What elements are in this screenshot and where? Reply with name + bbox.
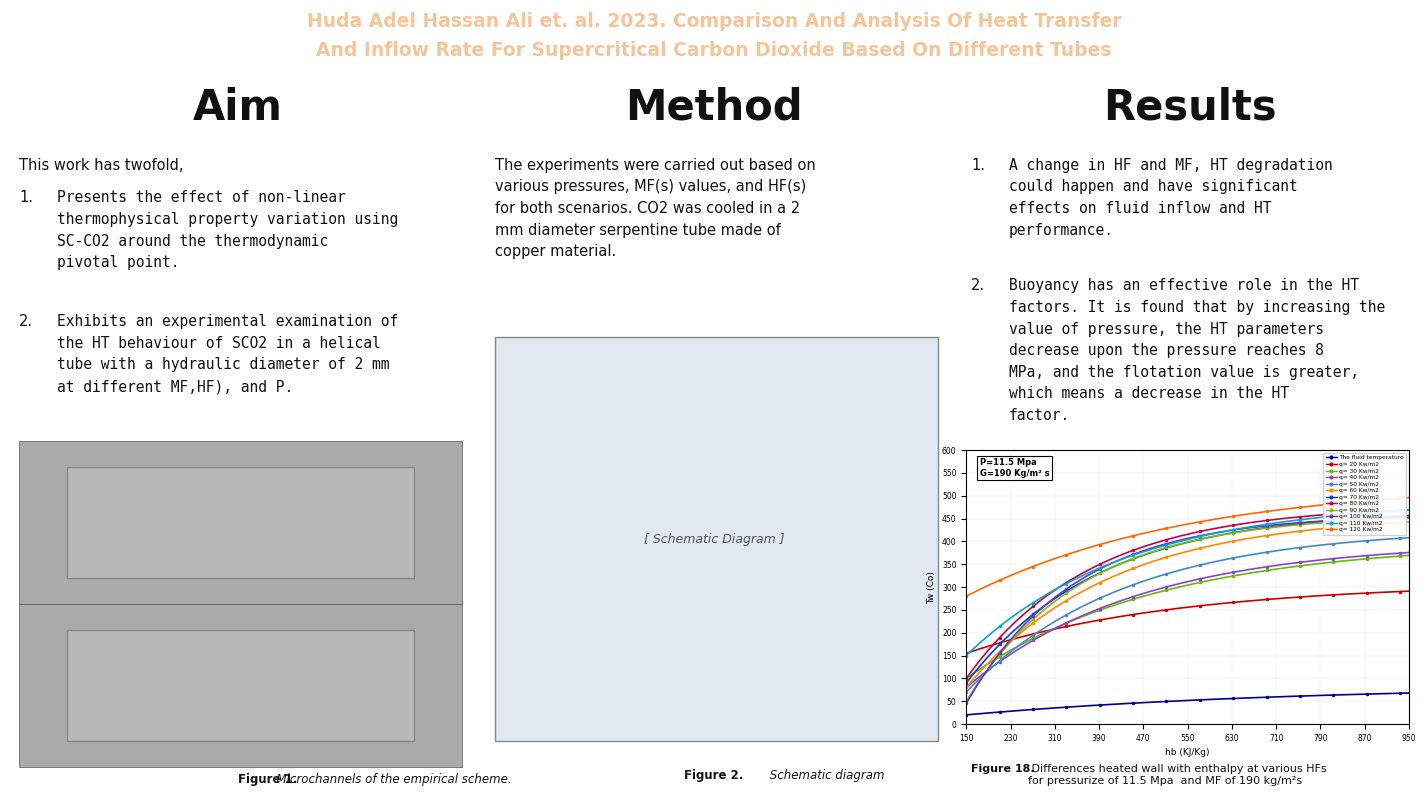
Text: 1.: 1. xyxy=(19,190,33,206)
Text: Figure 2.: Figure 2. xyxy=(684,769,744,782)
Text: Figure 18.: Figure 18. xyxy=(971,764,1035,774)
FancyBboxPatch shape xyxy=(19,442,461,605)
Text: And Inflow Rate For Supercritical Carbon Dioxide Based On Different Tubes: And Inflow Rate For Supercritical Carbon… xyxy=(316,42,1112,61)
Text: Aim: Aim xyxy=(193,87,283,129)
Text: Buoyancy has an effective role in the HT
factors. It is found that by increasing: Buoyancy has an effective role in the HT… xyxy=(1010,278,1385,423)
Text: Results: Results xyxy=(1104,87,1277,129)
Text: Exhibits an experimental examination of
the HT behaviour of SCO2 in a helical
tu: Exhibits an experimental examination of … xyxy=(57,314,398,394)
Text: Microchannels of the empirical scheme.: Microchannels of the empirical scheme. xyxy=(268,773,511,786)
Legend: The fluid temperature, q= 20 Kw/m2, q= 30 Kw/m2, q= 40 Kw/m2, q= 50 Kw/m2, q= 60: The fluid temperature, q= 20 Kw/m2, q= 3… xyxy=(1324,453,1407,534)
FancyBboxPatch shape xyxy=(67,467,414,578)
Y-axis label: Tw (Co): Tw (Co) xyxy=(927,570,937,603)
Text: Presents the effect of non-linear
thermophysical property variation using
SC-CO2: Presents the effect of non-linear thermo… xyxy=(57,190,398,270)
Text: Huda Adel Hassan Ali et. al. 2023. Comparison And Analysis Of Heat Transfer: Huda Adel Hassan Ali et. al. 2023. Compa… xyxy=(307,12,1121,31)
Text: Figure 1.: Figure 1. xyxy=(238,773,297,786)
Text: This work has twofold,: This work has twofold, xyxy=(19,158,184,173)
Text: Differences heated wall with enthalpy at various HFs
for pressurize of 11.5 Mpa : Differences heated wall with enthalpy at… xyxy=(1028,764,1327,786)
Text: The experiments were carried out based on
various pressures, MF(s) values, and H: The experiments were carried out based o… xyxy=(496,158,815,259)
Text: Method: Method xyxy=(625,87,803,129)
Text: 1.: 1. xyxy=(971,158,985,173)
Text: 2.: 2. xyxy=(19,314,33,330)
FancyBboxPatch shape xyxy=(496,337,938,742)
Text: P=11.5 Mpa
G=190 Kg/m² s: P=11.5 Mpa G=190 Kg/m² s xyxy=(980,458,1050,478)
X-axis label: hb (KJ/Kg): hb (KJ/Kg) xyxy=(1165,748,1210,758)
Text: A change in HF and MF, HT degradation
could happen and have significant
effects : A change in HF and MF, HT degradation co… xyxy=(1010,158,1332,238)
Text: 2.: 2. xyxy=(971,278,985,294)
Text: [ Schematic Diagram ]: [ Schematic Diagram ] xyxy=(644,533,784,546)
FancyBboxPatch shape xyxy=(67,630,414,742)
Text: Schematic diagram: Schematic diagram xyxy=(767,769,885,782)
FancyBboxPatch shape xyxy=(19,605,461,767)
